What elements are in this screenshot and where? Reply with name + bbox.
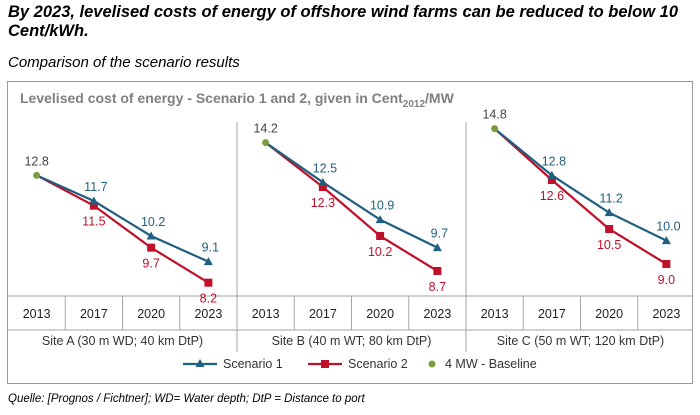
baseline-marker xyxy=(491,125,499,133)
baseline-data-label: 14.8 xyxy=(482,108,506,122)
site-label: Site A (30 m WD; 40 km DtP) xyxy=(42,334,203,348)
subtitle: Comparison of the scenario results xyxy=(8,54,240,71)
category-label: 2020 xyxy=(366,307,394,321)
scenario2-marker xyxy=(662,260,671,268)
category-label: 2013 xyxy=(481,307,509,321)
scenario2-data-label: 12.6 xyxy=(540,189,564,203)
scenario2-line xyxy=(493,127,667,265)
legend-scenario1-marker xyxy=(195,359,205,367)
scenario2-marker xyxy=(433,267,442,275)
scenario2-data-label: 11.5 xyxy=(82,215,105,229)
scenario1-data-label: 11.7 xyxy=(84,180,107,194)
scenario1-data-label: 10.0 xyxy=(656,220,680,234)
scenario1-data-label: 10.2 xyxy=(141,215,165,229)
scenario2-marker xyxy=(89,201,98,210)
scenario1-marker xyxy=(375,215,385,224)
scenario2-marker xyxy=(318,183,327,191)
scenario2-data-label: 8.2 xyxy=(200,292,217,306)
scenario1-data-label: 9.7 xyxy=(431,227,448,241)
category-label: 2020 xyxy=(137,307,165,321)
lcoe-chart: Levelised cost of energy - Scenario 1 an… xyxy=(8,90,692,371)
scenario1-marker xyxy=(547,170,557,179)
legend-scenario2-marker xyxy=(321,360,329,368)
scenario2-line xyxy=(36,174,209,284)
scenario1-marker xyxy=(318,177,328,186)
baseline-data-label: 14.2 xyxy=(253,122,277,136)
scenario1-data-label: 12.5 xyxy=(313,161,337,175)
category-label: 2023 xyxy=(652,307,680,321)
site-label: Site C (50 m WT; 120 km DtP) xyxy=(497,334,664,348)
chart-frame: Levelised cost of energy - Scenario 1 an… xyxy=(7,81,693,384)
scenario2-marker xyxy=(147,243,156,252)
scenario2-line xyxy=(264,141,438,272)
scenario2-marker xyxy=(547,176,556,184)
category-label: 2023 xyxy=(423,307,451,321)
headline: By 2023, levelised costs of energy of of… xyxy=(8,3,678,40)
site-label: Site B (40 m WT; 80 km DtP) xyxy=(272,334,432,348)
scenario1-marker xyxy=(432,243,442,252)
scenario1-line xyxy=(36,174,209,263)
scenario1-marker xyxy=(89,196,99,205)
legend-baseline-label: 4 MW - Baseline xyxy=(445,357,537,371)
scenario1-data-label: 12.8 xyxy=(542,154,566,168)
chart-title: Levelised cost of energy - Scenario 1 an… xyxy=(20,90,455,110)
scenario2-marker xyxy=(204,278,213,287)
category-label: 2013 xyxy=(23,307,51,321)
baseline-marker xyxy=(262,139,270,147)
scenario1-data-label: 11.2 xyxy=(599,192,622,206)
chart-title-main: Levelised cost of energy - Scenario 1 an… xyxy=(20,90,403,106)
scenario1-marker xyxy=(146,231,156,240)
scenario2-marker xyxy=(376,232,385,240)
scenario1-marker xyxy=(604,208,614,217)
scenario1-marker xyxy=(203,257,213,266)
scenario2-data-label: 10.2 xyxy=(368,245,392,259)
scenario2-data-label: 8.7 xyxy=(429,280,446,294)
scenario1-data-label: 9.1 xyxy=(202,241,219,255)
baseline-marker xyxy=(33,171,41,179)
category-label: 2017 xyxy=(538,307,566,321)
chart-title-sub: 2012 xyxy=(403,99,426,110)
category-label: 2013 xyxy=(252,307,280,321)
scenario1-line xyxy=(493,127,667,242)
scenario2-data-label: 9.0 xyxy=(658,273,675,287)
scenario2-marker xyxy=(605,225,614,233)
scenario1-line xyxy=(264,141,438,249)
category-label: 2017 xyxy=(80,307,108,321)
legend-scenario2-label: Scenario 2 xyxy=(348,357,408,371)
scenario1-data-label: 10.9 xyxy=(370,199,394,213)
scenario1-marker xyxy=(661,236,671,245)
scenario2-data-label: 10.5 xyxy=(597,238,621,252)
legend-baseline-marker xyxy=(428,360,436,368)
baseline-data-label: 12.8 xyxy=(24,154,48,168)
chart-title-unit: /MW xyxy=(425,90,455,106)
scenario2-data-label: 12.3 xyxy=(311,196,335,210)
legend-scenario1-label: Scenario 1 xyxy=(223,357,283,371)
scenario2-data-label: 9.7 xyxy=(142,257,159,271)
category-label: 2023 xyxy=(194,307,222,321)
category-label: 2017 xyxy=(309,307,337,321)
category-label: 2020 xyxy=(595,307,623,321)
source-footnote: Quelle: [Prognos / Fichtner]; WD= Water … xyxy=(8,393,365,405)
